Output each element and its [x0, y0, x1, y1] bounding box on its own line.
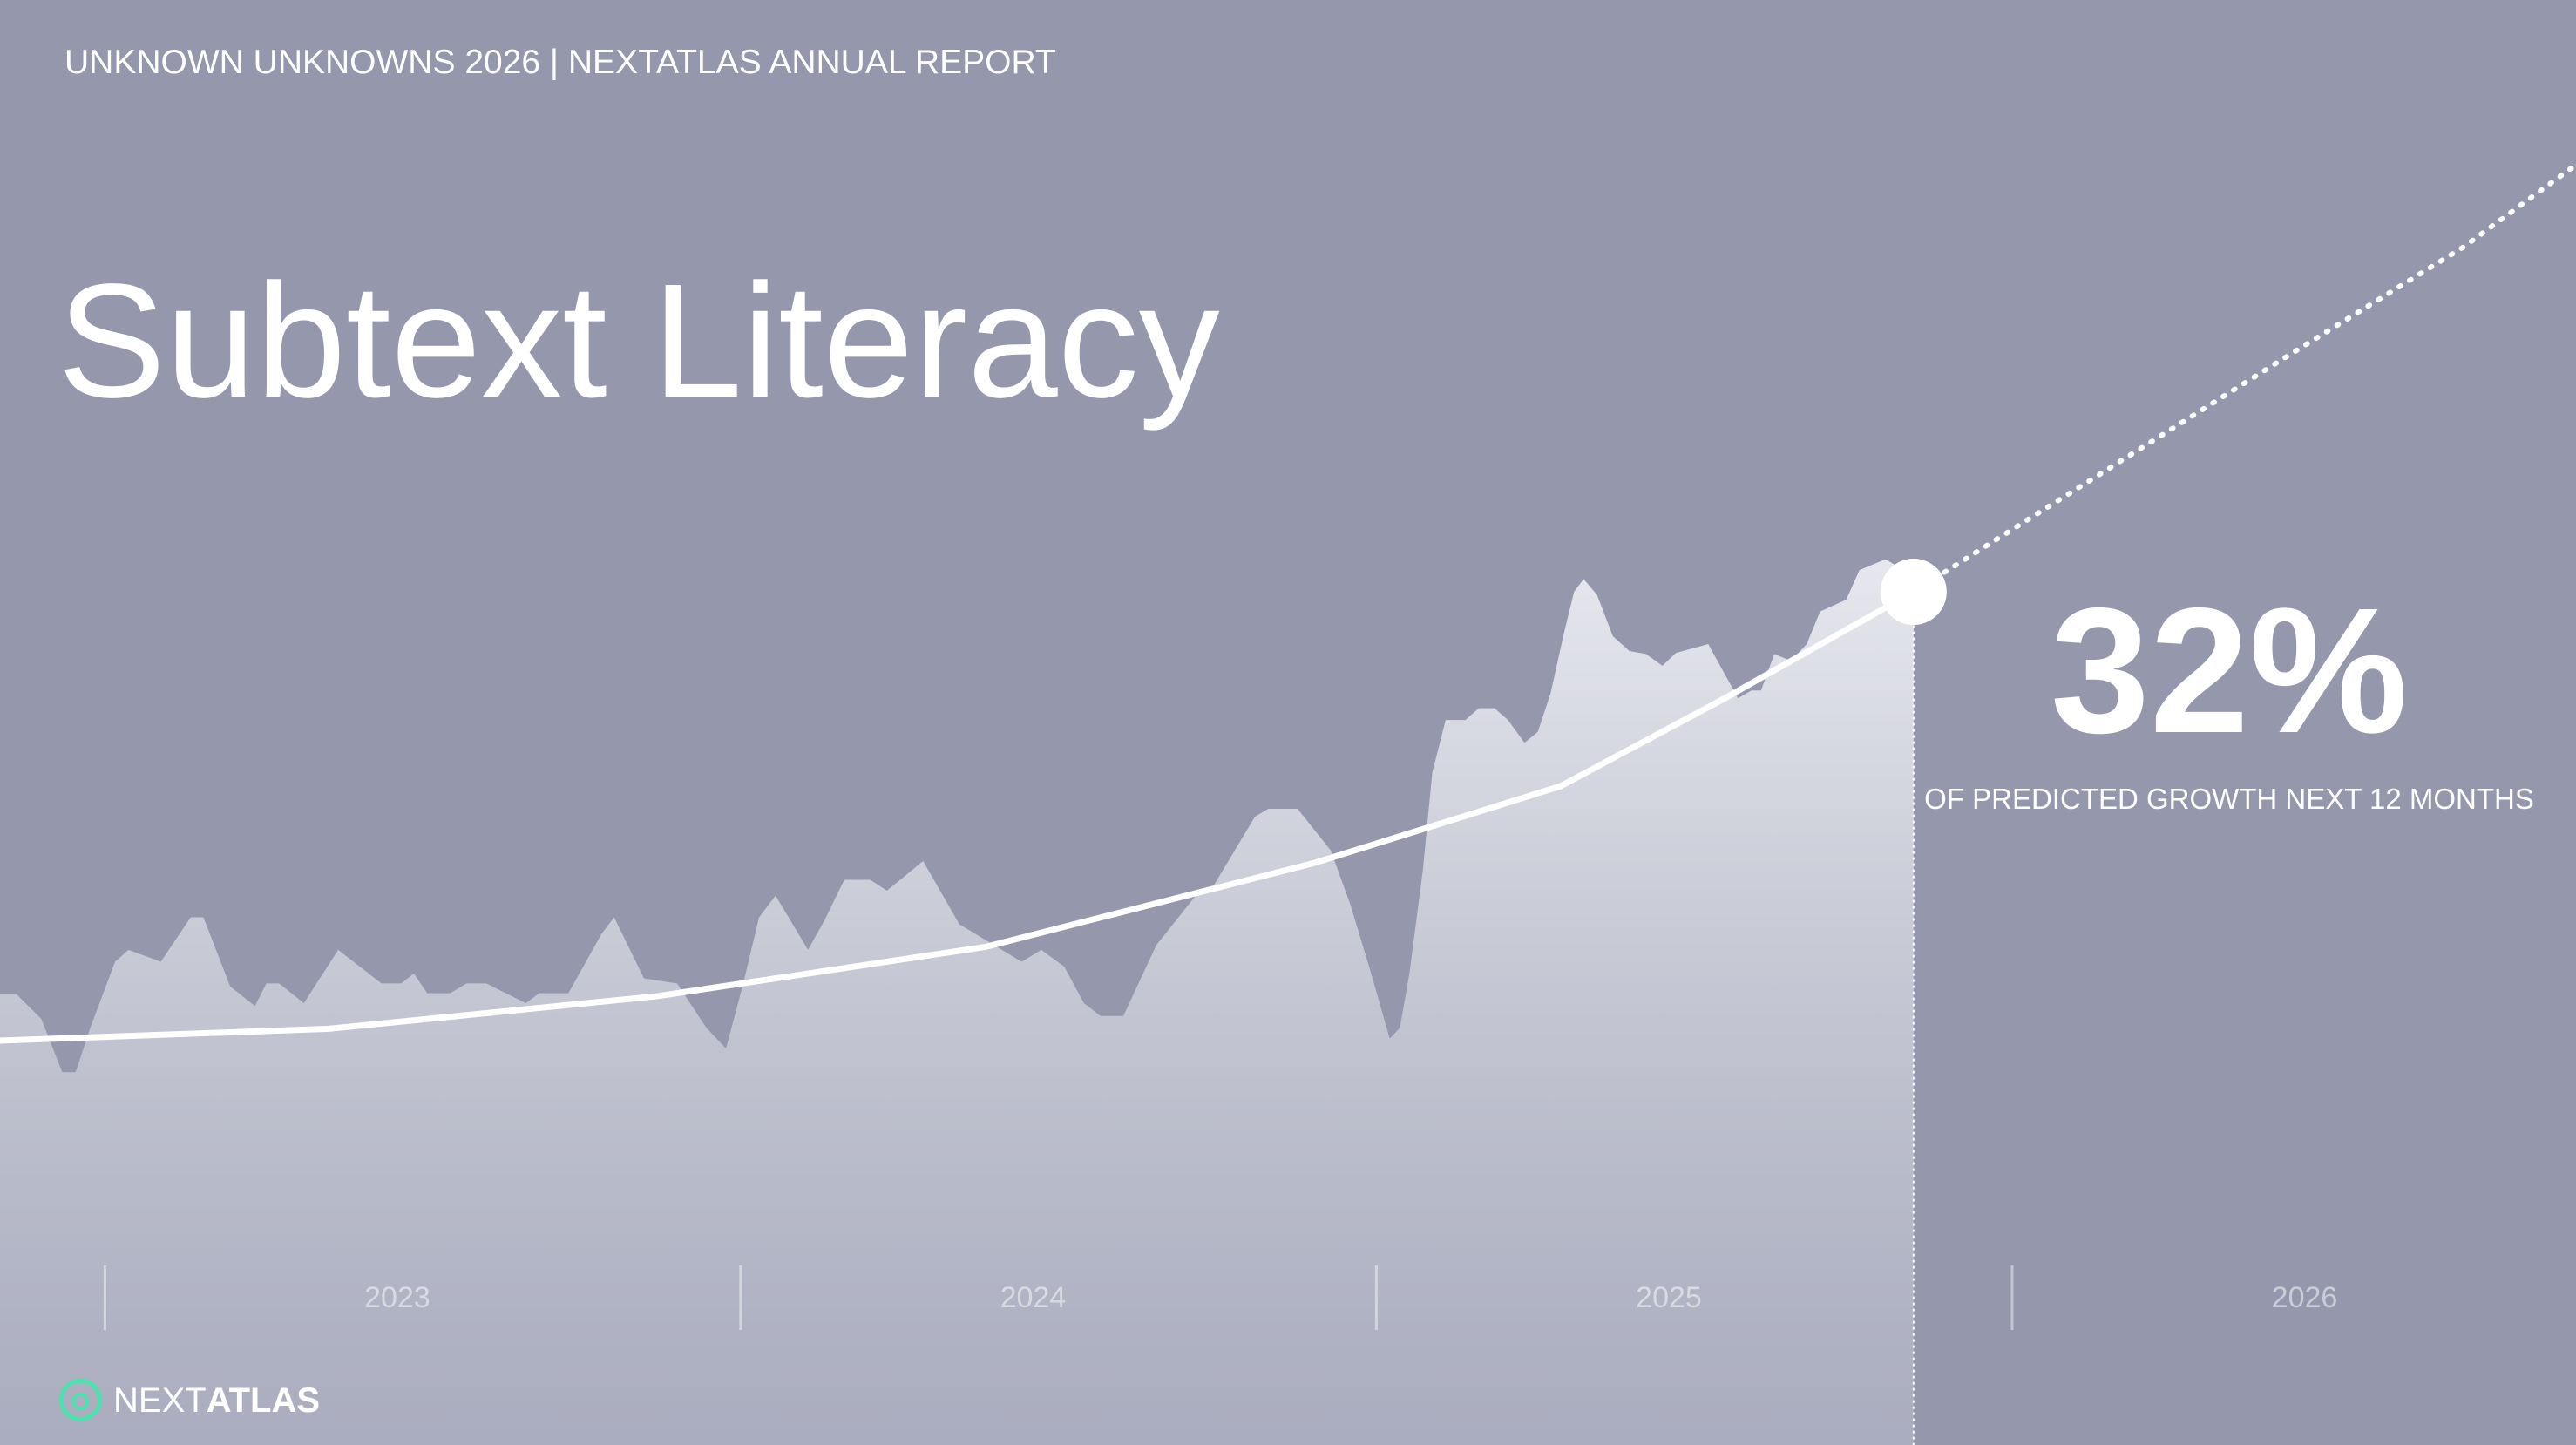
logo-icon	[58, 1378, 102, 1421]
logo: NEXTATLAS	[58, 1378, 320, 1421]
plot: 2023 2024 2025 2026	[0, 162, 2576, 1445]
brand-bold: ATLAS	[207, 1381, 320, 1420]
brand: NEXTATLAS	[113, 1381, 320, 1420]
title: Subtext Literacy	[58, 251, 1220, 431]
highlight-text: OF PREDICTED GROWTH NEXT 12 MONTHS	[1924, 783, 2534, 815]
x-tick-label: 2023	[364, 1281, 430, 1314]
x-tick-label: 2025	[1636, 1281, 1702, 1314]
x-tick-label: 2026	[2272, 1281, 2338, 1314]
trend-line	[0, 588, 1917, 1044]
forecast-line	[1910, 162, 2576, 595]
logo-icon-inner	[71, 1393, 89, 1410]
brand-light: NEXT	[113, 1381, 207, 1420]
area	[0, 559, 1914, 1445]
x-tick-label: 2024	[1000, 1281, 1067, 1314]
highlight-value: 32%	[2051, 571, 2408, 770]
header: UNKNOWN UNKNOWNS 2026 | NEXTATLAS ANNUAL…	[64, 44, 1056, 81]
